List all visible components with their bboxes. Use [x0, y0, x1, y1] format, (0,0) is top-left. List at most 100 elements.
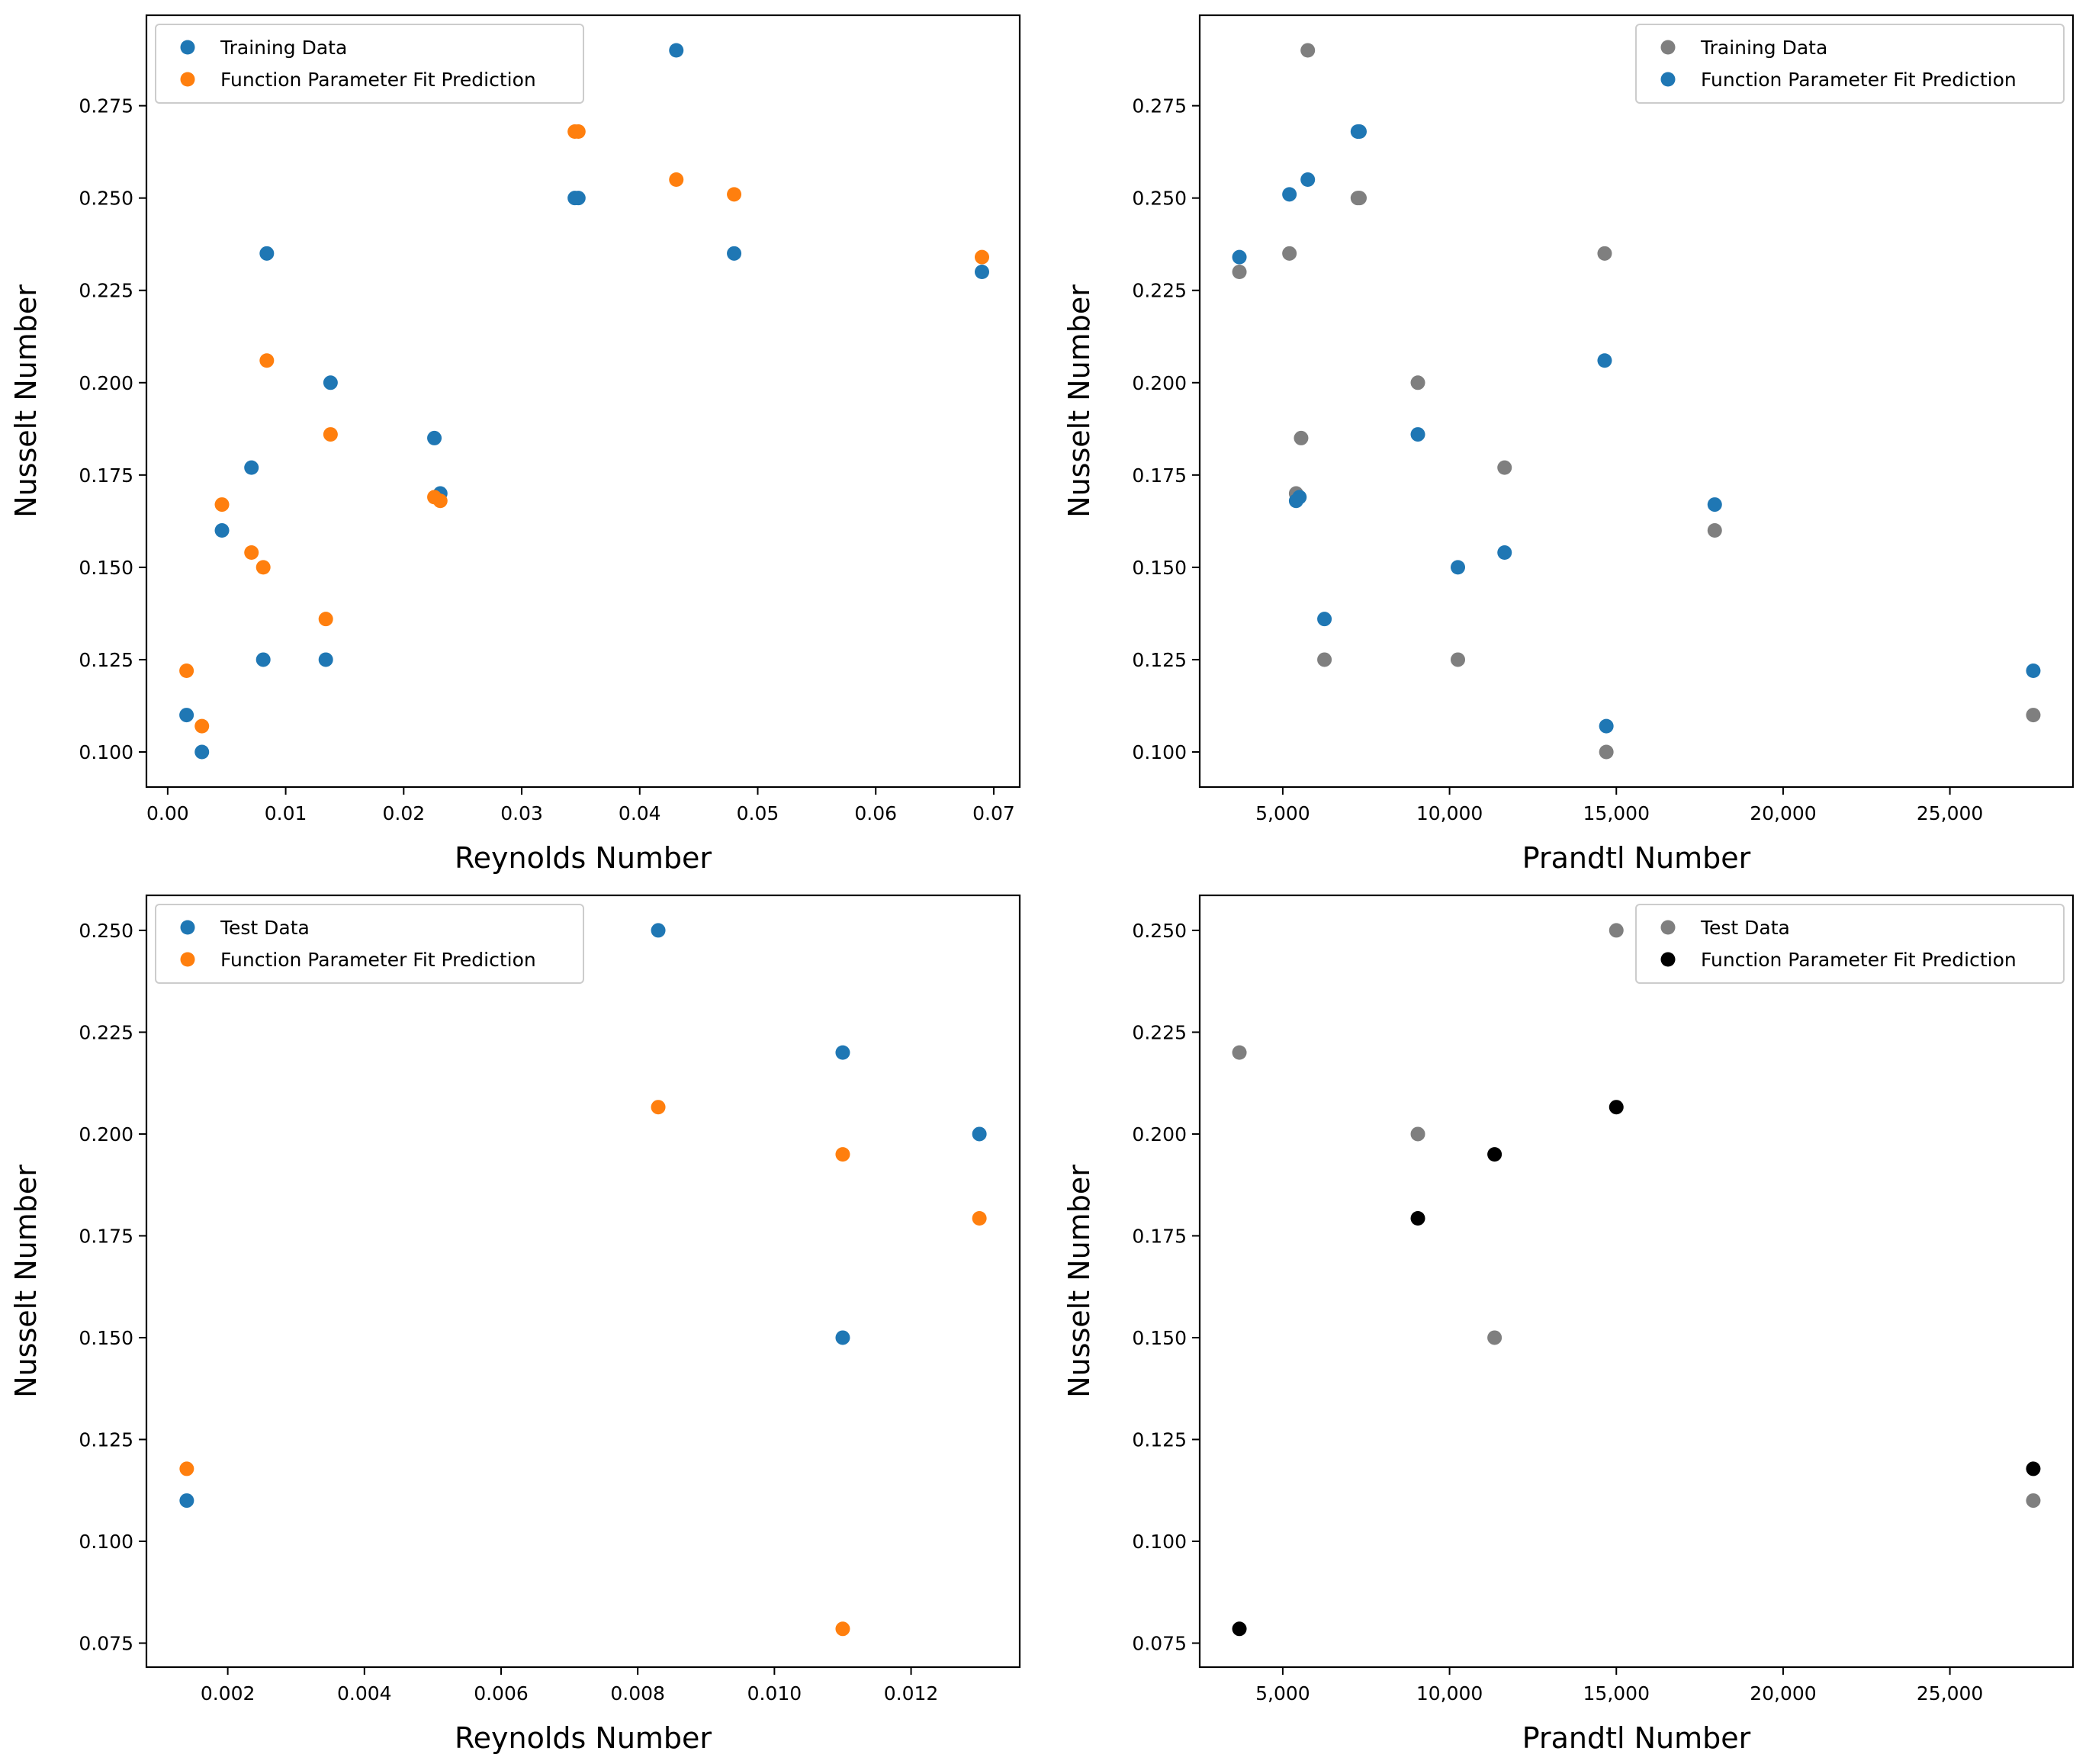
y-tick-label: 0.100: [1132, 741, 1187, 763]
legend-box: [155, 904, 584, 984]
legend: Training Data Function Parameter Fit Pred…: [155, 24, 584, 104]
data-point: [1451, 560, 1466, 575]
legend-marker: [1660, 72, 1676, 87]
x-tick-label: 15,000: [1583, 1682, 1650, 1705]
legend-marker: [1660, 952, 1676, 967]
x-axis-label: Prandtl Number: [1522, 1721, 1751, 1755]
y-tick-label: 0.100: [79, 741, 133, 763]
data-point: [179, 663, 194, 678]
data-point: [1351, 191, 1367, 206]
legend-label: Function Parameter Fit Prediction: [220, 949, 536, 971]
y-tick-label: 0.175: [1132, 1225, 1187, 1247]
legend-label: Test Data: [1700, 917, 1790, 939]
y-tick-label: 0.150: [1132, 1327, 1187, 1349]
legend-marker: [1660, 40, 1676, 55]
y-tick-label: 0.225: [1132, 280, 1187, 302]
y-tick-label: 0.125: [79, 1428, 133, 1451]
plot-area-frame: [1198, 894, 2075, 1669]
y-tick-label: 0.125: [79, 649, 133, 671]
data-point: [972, 1126, 987, 1142]
data-point: [259, 353, 275, 368]
data-point: [972, 1210, 987, 1226]
data-point: [835, 1330, 850, 1345]
legend-label: Function Parameter Fit Prediction: [1701, 69, 2017, 91]
y-tick-label: 0.275: [79, 95, 133, 117]
x-tick-label: 15,000: [1583, 802, 1650, 824]
data-point: [1597, 353, 1612, 368]
data-point: [1410, 1210, 1425, 1226]
data-point: [244, 545, 259, 561]
y-axis-label: Nusselt Number: [1062, 1165, 1096, 1398]
series-2: [179, 124, 989, 734]
data-point: [1599, 718, 1614, 734]
y-tick-label: 0.075: [79, 1632, 133, 1654]
data-point: [835, 1147, 850, 1162]
data-point: [427, 430, 442, 445]
y-tick-label: 0.175: [79, 1225, 133, 1247]
y-tick-label: 0.225: [79, 280, 133, 302]
y-tick-label: 0.225: [1132, 1021, 1187, 1043]
x-tick-label: 0.002: [201, 1682, 256, 1705]
data-point: [727, 187, 742, 202]
x-tick-label: 0.004: [337, 1682, 392, 1705]
data-point: [318, 652, 333, 667]
data-point: [1282, 187, 1297, 202]
data-point: [835, 1621, 850, 1637]
data-point: [2026, 1461, 2041, 1476]
y-tick-label: 0.200: [1132, 1123, 1187, 1145]
data-point: [651, 1100, 666, 1115]
legend-label: Function Parameter Fit Prediction: [220, 69, 536, 91]
x-tick-label: 0.02: [382, 802, 425, 824]
x-tick-label: 0.04: [619, 802, 661, 824]
x-tick-label: 5,000: [1255, 1682, 1310, 1705]
y-tick-label: 0.150: [1132, 557, 1187, 579]
x-tick-label: 10,000: [1416, 1682, 1483, 1705]
data-point: [1317, 652, 1332, 667]
legend-label: Test Data: [220, 917, 310, 939]
data-point: [179, 708, 194, 723]
data-point: [1232, 265, 1247, 280]
legend-label: Training Data: [220, 37, 347, 59]
y-tick-label: 0.250: [1132, 920, 1187, 942]
y-tick-label: 0.200: [79, 1123, 133, 1145]
data-point: [1317, 612, 1332, 627]
data-point: [1294, 430, 1309, 445]
y-tick-label: 0.150: [79, 557, 133, 579]
legend-box: [155, 24, 584, 104]
legend-marker: [180, 72, 195, 87]
chart-panel-3: 0.002 0.004 0.006 0.008 0.010 0.012 0.075 0.100…: [9, 894, 1021, 1755]
x-tick-label: 0.06: [854, 802, 897, 824]
series-1: [179, 923, 987, 1509]
data-point: [974, 265, 989, 280]
x-tick-label: 0.05: [737, 802, 779, 824]
legend: Training Data Function Parameter Fit Pred…: [1635, 24, 2065, 104]
data-point: [1487, 1147, 1502, 1162]
y-tick-label: 0.250: [1132, 188, 1187, 210]
legend-marker: [1660, 920, 1676, 935]
data-point: [2026, 1493, 2041, 1509]
y-axis-label: Nusselt Number: [9, 284, 43, 518]
legend-label: Training Data: [1700, 37, 1827, 59]
data-point: [1609, 1100, 1624, 1115]
legend: Test Data Function Parameter Fit Predicti…: [155, 904, 584, 984]
x-tick-label: 10,000: [1416, 802, 1483, 824]
data-point: [835, 1045, 850, 1060]
data-point: [1351, 124, 1367, 140]
data-point: [1707, 497, 1722, 512]
x-tick-label: 5,000: [1255, 802, 1310, 824]
data-point: [1288, 493, 1303, 509]
data-point: [256, 560, 271, 575]
y-tick-label: 0.250: [79, 188, 133, 210]
data-point: [1410, 1126, 1425, 1142]
y-tick-label: 0.175: [1132, 464, 1187, 487]
data-point: [256, 652, 271, 667]
data-point: [669, 172, 684, 187]
data-point: [1300, 172, 1316, 187]
chart-panel-1: 0.00 0.01 0.02 0.03 0.04 0.05 0.06 0.07 0.100 0.1…: [9, 14, 1021, 875]
x-axis-label: Prandtl Number: [1522, 841, 1751, 875]
y-tick-label: 0.125: [1132, 649, 1187, 671]
x-tick-label: 25,000: [1917, 1682, 1983, 1705]
legend: Test Data Function Parameter Fit Predicti…: [1635, 904, 2065, 984]
data-point: [1232, 1621, 1247, 1637]
y-tick-label: 0.100: [1132, 1531, 1187, 1553]
